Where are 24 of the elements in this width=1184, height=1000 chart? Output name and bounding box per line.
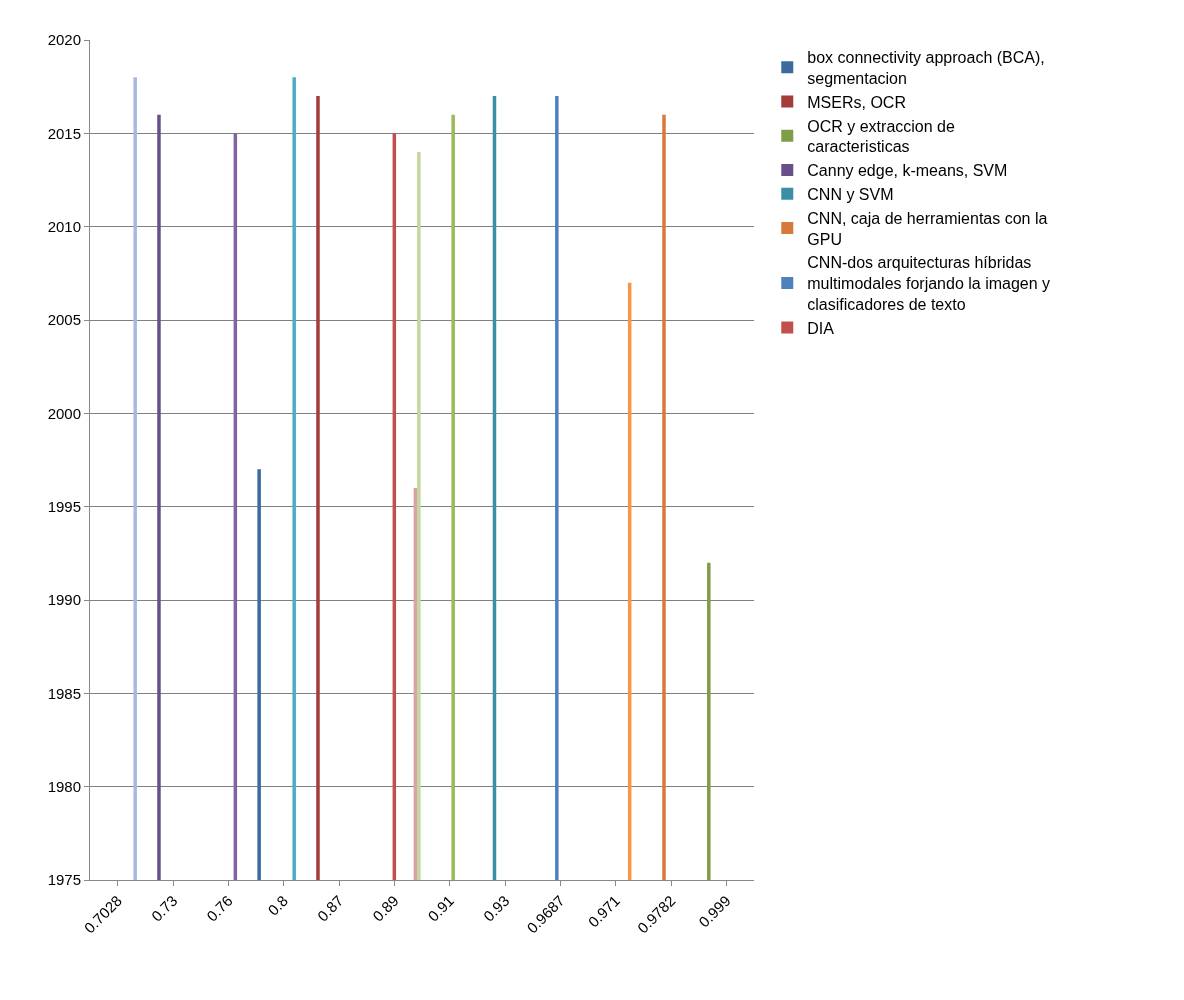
legend-label: CNN-dos arquitecturas híbridas multimodales forjando la imagen y clasificadores de texto — [807, 254, 1051, 313]
y-tick-label: 2010 — [47, 217, 81, 235]
legend-label: box connectivity approach (BCA), segmentacion — [807, 49, 1045, 87]
y-tick-label: 2000 — [47, 404, 81, 422]
legend-label: MSERs, OCR — [807, 93, 906, 111]
y-tick-label: 1995 — [47, 497, 81, 515]
legend-label: CNN, caja de herramientas con la GPU — [807, 209, 1048, 248]
legend-label: OCR y extraccion de caracteristicas — [807, 117, 955, 156]
x-tick-label: 0.76 — [203, 891, 236, 925]
x-tick-label: 0.93 — [479, 891, 513, 925]
y-tick-label: 1990 — [47, 591, 81, 609]
y-tick-label: 2015 — [47, 124, 81, 142]
x-tick-label: 0.91 — [424, 891, 458, 925]
y-tick-label: 1980 — [47, 777, 81, 795]
y-tick-label: 2020 — [47, 31, 81, 49]
y-tick-label: 2005 — [47, 311, 81, 329]
legend-label: DIA — [807, 319, 835, 337]
x-tick-label: 0.73 — [147, 891, 181, 925]
x-tick-label: 0.8 — [264, 891, 292, 919]
y-tick-label: 1975 — [47, 871, 81, 889]
y-tick-label: 1985 — [47, 684, 81, 702]
legend-label: Canny edge, k-means, SVM — [807, 162, 1008, 180]
x-tick-label: 0.89 — [369, 891, 402, 925]
legend-label: CNN y SVM — [807, 185, 894, 203]
